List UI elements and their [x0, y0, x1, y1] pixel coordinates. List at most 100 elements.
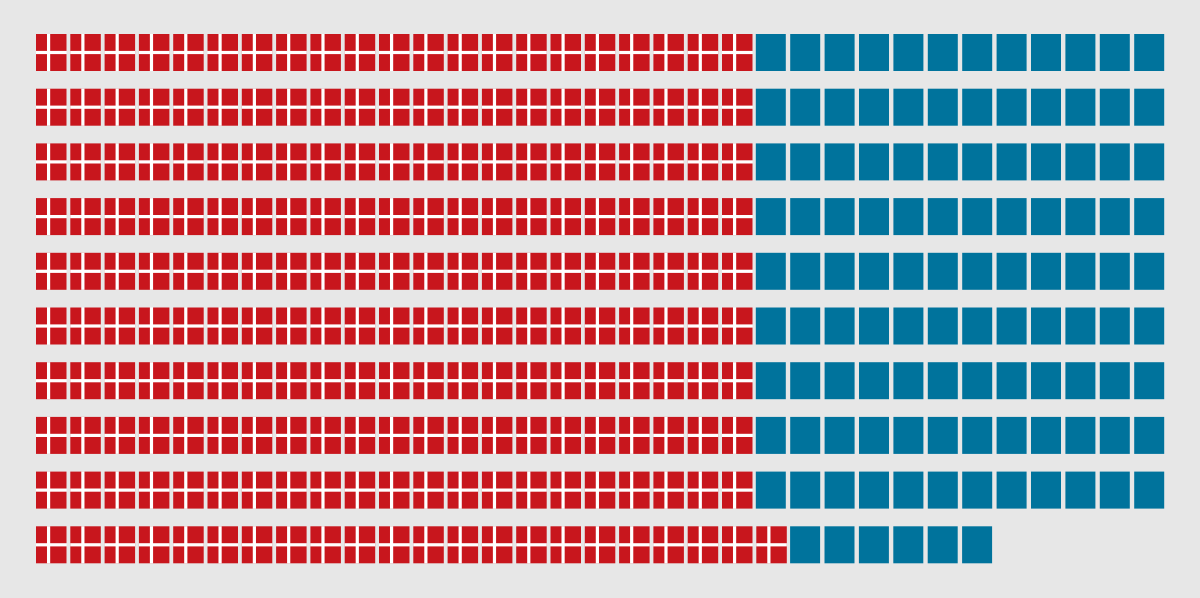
danish-flag-icon [207, 198, 238, 236]
danish-flag-icon [70, 252, 101, 290]
blue-square-icon [790, 34, 821, 71]
blue-square-icon [996, 143, 1027, 181]
blue-square-icon [755, 143, 786, 181]
blue-square-icon [893, 362, 924, 400]
danish-flag-icon [447, 526, 479, 564]
blue-square-icon [1134, 362, 1165, 400]
blue-square-icon [755, 362, 786, 400]
danish-flag-icon [276, 526, 307, 564]
blue-square-icon [893, 416, 924, 454]
danish-flag-icon [687, 198, 719, 236]
blue-square-icon [790, 198, 821, 236]
danish-flag-icon [241, 252, 273, 290]
danish-flag-icon [481, 252, 513, 290]
danish-flag-icon [481, 362, 513, 400]
blue-square-icon [1134, 252, 1165, 290]
danish-flag-icon [550, 526, 581, 564]
pictogram-row [36, 143, 1165, 181]
danish-flag-icon [70, 416, 101, 454]
blue-square-icon [1031, 307, 1061, 345]
danish-flag-icon [241, 34, 273, 71]
blue-square-icon [927, 198, 958, 236]
blue-square-icon [859, 198, 889, 236]
danish-flag-icon [70, 88, 101, 126]
danish-flag-icon [722, 34, 753, 71]
danish-flag-icon [310, 526, 341, 564]
blue-square-icon [927, 252, 958, 290]
danish-flag-icon [550, 307, 581, 345]
danish-flag-icon [413, 307, 444, 345]
blue-square-icon [962, 34, 993, 71]
danish-flag-icon [516, 362, 547, 400]
danish-flag-icon [36, 88, 67, 126]
danish-flag-icon [722, 307, 753, 345]
blue-square-icon [1099, 198, 1130, 236]
blue-square-icon [927, 143, 958, 181]
danish-flag-icon [550, 362, 581, 400]
blue-square-icon [893, 198, 924, 236]
blue-square-icon [824, 34, 855, 71]
pictogram-row [36, 252, 1165, 290]
danish-flag-icon [481, 88, 513, 126]
blue-square-icon [893, 307, 924, 345]
danish-flag-icon [379, 362, 410, 400]
danish-flag-icon [687, 307, 719, 345]
danish-flag-icon [104, 252, 136, 290]
danish-flag-icon [310, 471, 341, 509]
danish-flag-icon [516, 307, 547, 345]
blue-square-icon [1065, 198, 1096, 236]
danish-flag-icon [207, 34, 238, 71]
danish-flag-icon [70, 143, 101, 181]
danish-flag-icon [550, 471, 581, 509]
danish-flag-icon [722, 88, 753, 126]
blue-square-icon [996, 416, 1027, 454]
danish-flag-icon [653, 362, 684, 400]
danish-flag-icon [138, 471, 170, 509]
chart-marks [36, 34, 1165, 564]
danish-flag-icon [481, 198, 513, 236]
danish-flag-icon [173, 143, 204, 181]
danish-flag-icon [310, 88, 341, 126]
danish-flag-icon [344, 307, 376, 345]
danish-flag-icon [36, 143, 67, 181]
danish-flag-icon [584, 307, 616, 345]
danish-flag-icon [344, 88, 376, 126]
danish-flag-icon [584, 143, 616, 181]
danish-flag-icon [653, 143, 684, 181]
blue-square-icon [962, 88, 993, 126]
danish-flag-icon [104, 143, 136, 181]
blue-square-icon [1134, 471, 1165, 509]
blue-square-icon [893, 143, 924, 181]
blue-square-icon [962, 471, 993, 509]
danish-flag-icon [653, 252, 684, 290]
blue-square-icon [1134, 198, 1165, 236]
blue-square-icon [790, 362, 821, 400]
danish-flag-icon [70, 307, 101, 345]
danish-flag-icon [481, 307, 513, 345]
danish-flag-icon [104, 416, 136, 454]
danish-flag-icon [516, 471, 547, 509]
danish-flag-icon [276, 88, 307, 126]
danish-flag-icon [104, 526, 136, 564]
danish-flag-icon [379, 307, 410, 345]
danish-flag-icon [447, 307, 479, 345]
danish-flag-icon [379, 471, 410, 509]
danish-flag-icon [310, 416, 341, 454]
danish-flag-icon [413, 198, 444, 236]
danish-flag-icon [173, 252, 204, 290]
danish-flag-icon [516, 252, 547, 290]
danish-flag-icon [104, 362, 136, 400]
danish-flag-icon [70, 362, 101, 400]
blue-square-icon [824, 307, 855, 345]
blue-square-icon [996, 34, 1027, 71]
blue-square-icon [790, 307, 821, 345]
danish-flag-icon [241, 416, 273, 454]
pictogram-row [36, 198, 1165, 236]
blue-square-icon [1065, 471, 1096, 509]
blue-square-icon [859, 143, 889, 181]
danish-flag-icon [36, 34, 67, 71]
blue-square-icon [859, 88, 889, 126]
blue-square-icon [962, 198, 993, 236]
danish-flag-icon [276, 307, 307, 345]
danish-flag-icon [207, 252, 238, 290]
